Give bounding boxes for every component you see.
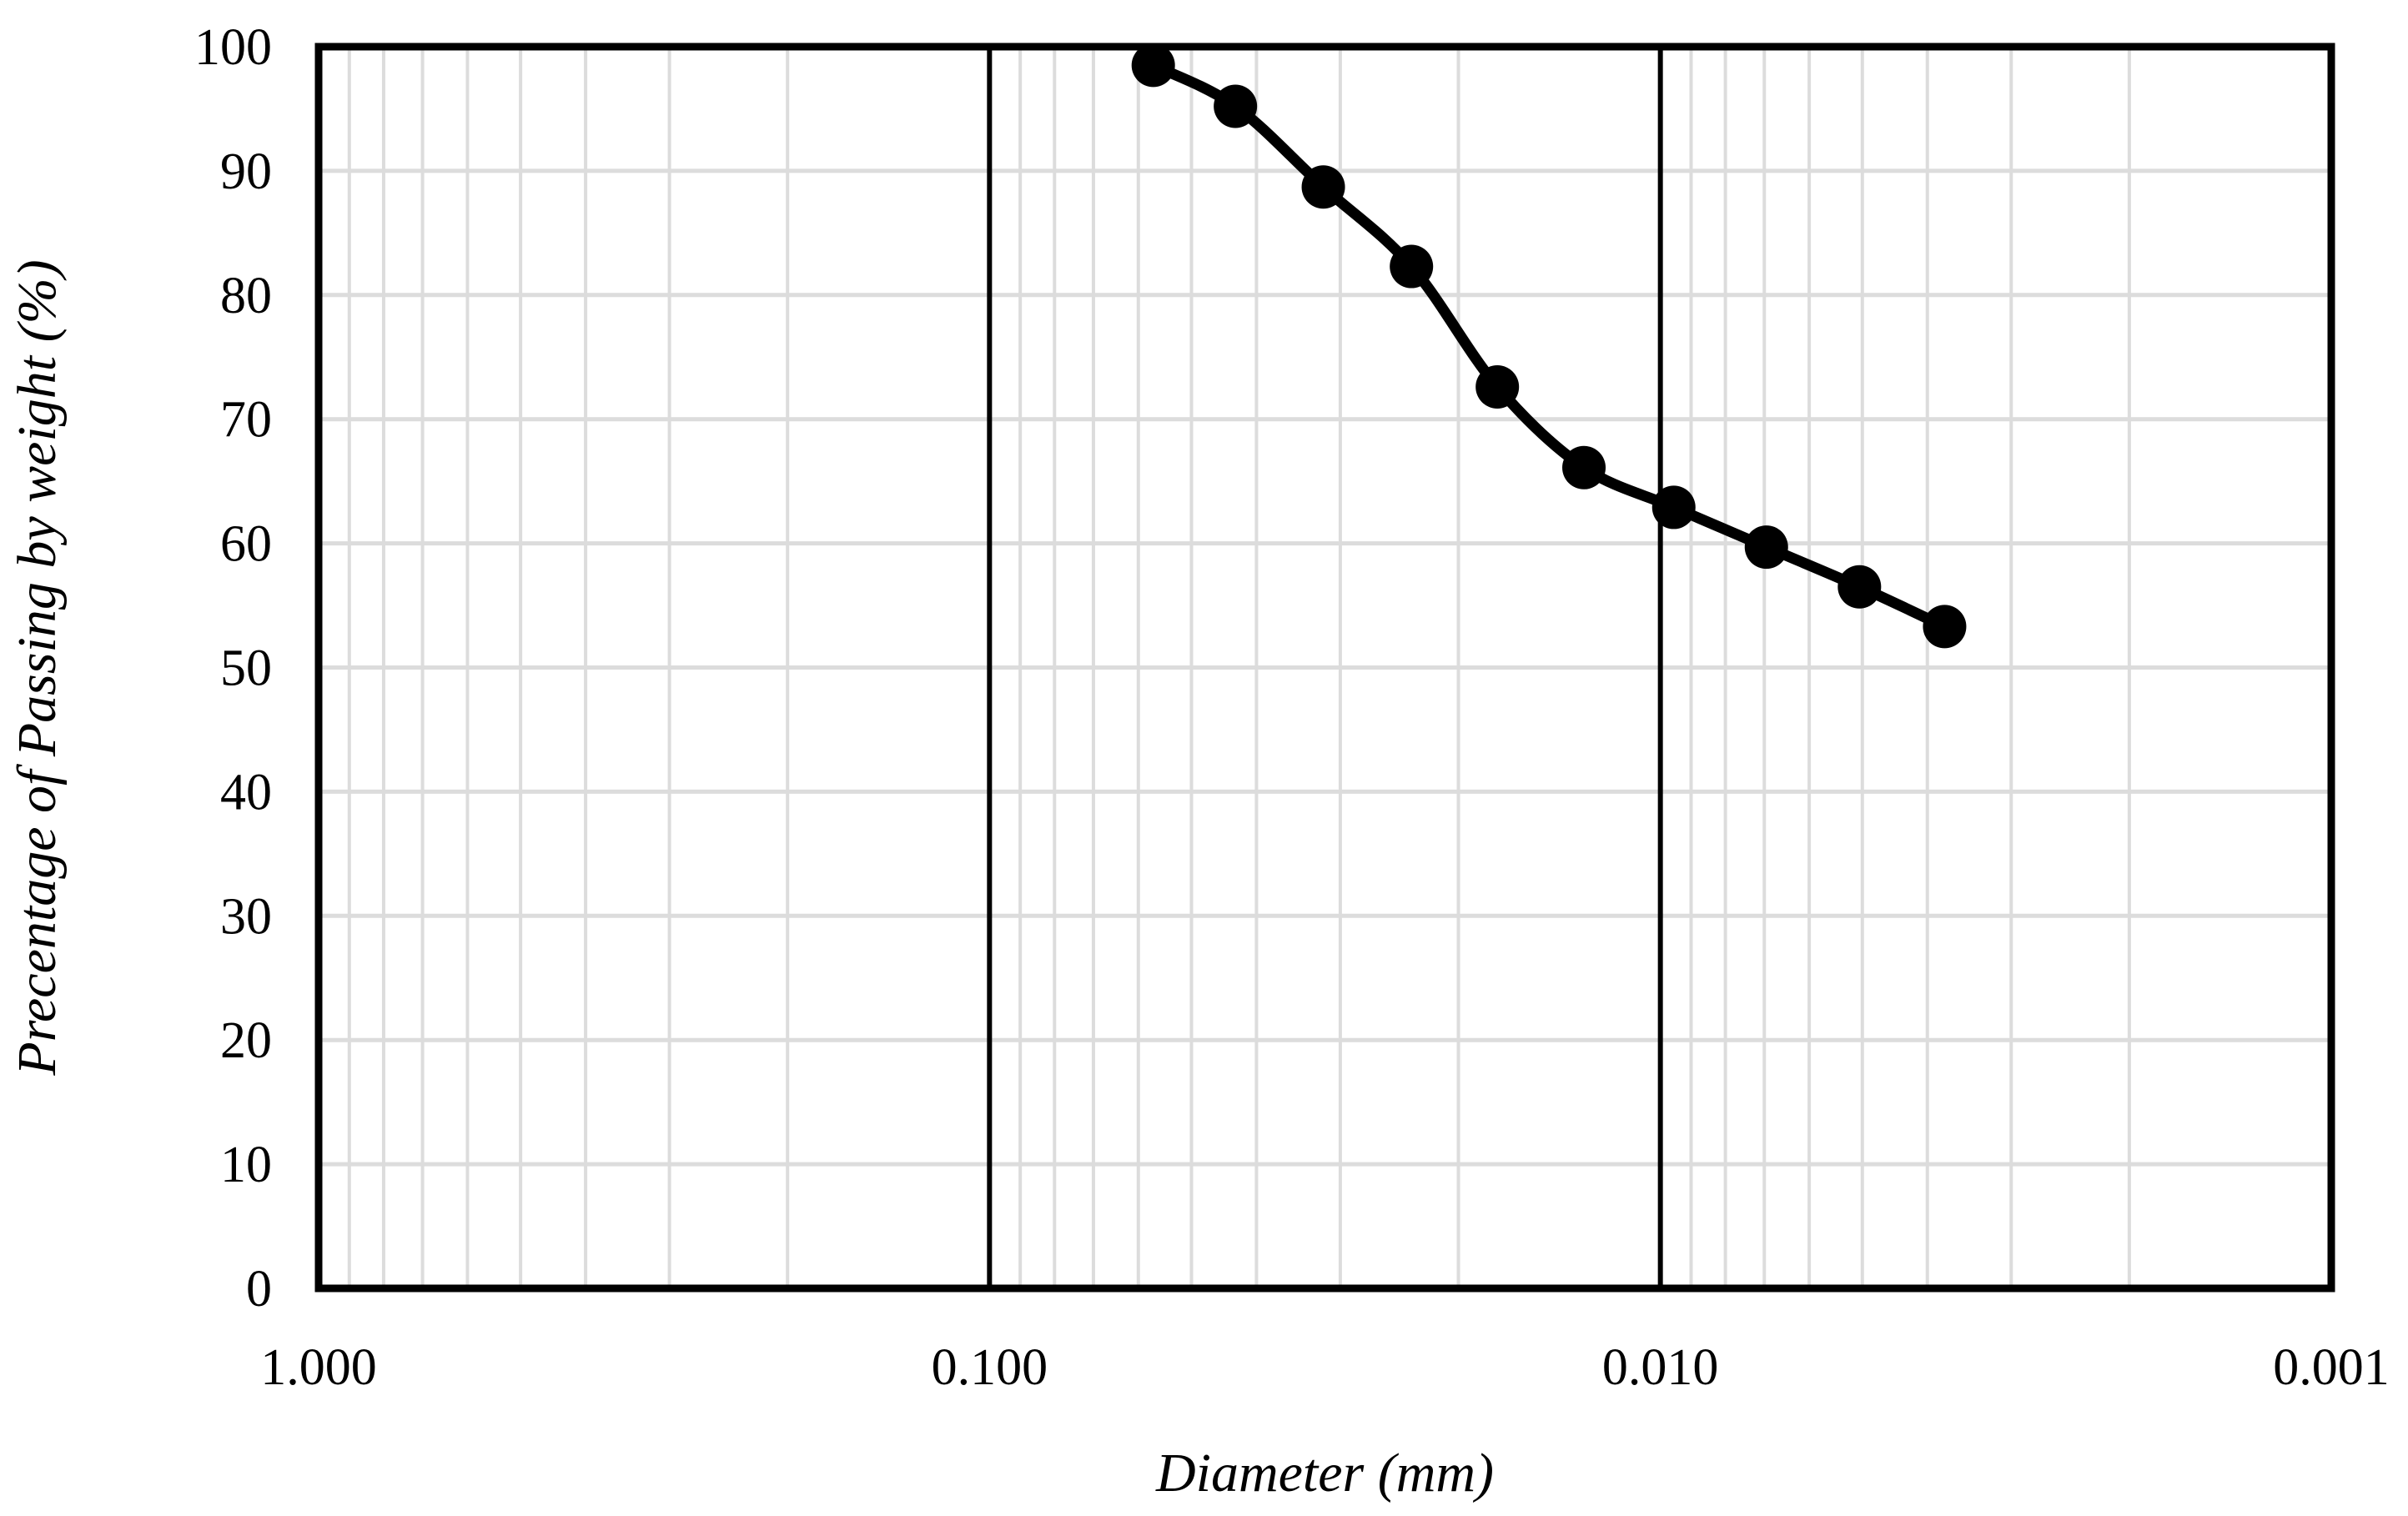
y-tick-label: 20 bbox=[220, 1012, 272, 1069]
plot-frame bbox=[314, 43, 2335, 1293]
data-point bbox=[1562, 445, 1606, 489]
y-tick-label: 70 bbox=[220, 392, 272, 449]
y-axis-title: Precentage of Passing by weight (%) bbox=[7, 259, 68, 1076]
y-tick-label: 10 bbox=[220, 1137, 272, 1193]
decade-lines bbox=[987, 47, 1663, 1288]
x-axis-title: Diameter (mm) bbox=[1155, 1443, 1494, 1503]
x-tick-label: 0.010 bbox=[1602, 1339, 1719, 1396]
data-point bbox=[1390, 244, 1434, 289]
x-tick-labels: 1.000 0.100 0.010 0.001 bbox=[260, 1339, 2390, 1396]
x-tick-label: 0.100 bbox=[932, 1339, 1048, 1396]
grid-lines bbox=[319, 47, 2331, 1288]
series-line bbox=[1148, 59, 1950, 632]
data-point bbox=[1923, 605, 1967, 649]
y-tick-label: 60 bbox=[220, 516, 272, 573]
y-tick-label: 40 bbox=[220, 764, 272, 821]
data-point bbox=[1744, 525, 1788, 570]
y-tick-label: 0 bbox=[246, 1261, 272, 1318]
data-point bbox=[1214, 84, 1258, 128]
data-point bbox=[1301, 165, 1345, 209]
series-group bbox=[1131, 43, 1967, 649]
y-tick-label: 100 bbox=[194, 19, 272, 76]
y-tick-labels: 0 10 20 30 40 50 60 70 80 90 100 bbox=[194, 19, 272, 1318]
data-point bbox=[1475, 364, 1520, 409]
data-point bbox=[1651, 485, 1696, 530]
data-point bbox=[1837, 565, 1882, 609]
x-tick-label: 0.001 bbox=[2273, 1339, 2390, 1396]
data-point bbox=[1131, 43, 1175, 88]
y-tick-label: 30 bbox=[220, 888, 272, 945]
y-tick-label: 50 bbox=[220, 640, 272, 697]
y-tick-label: 80 bbox=[220, 268, 272, 324]
x-tick-label: 1.000 bbox=[260, 1339, 377, 1396]
y-tick-label: 90 bbox=[220, 143, 272, 200]
